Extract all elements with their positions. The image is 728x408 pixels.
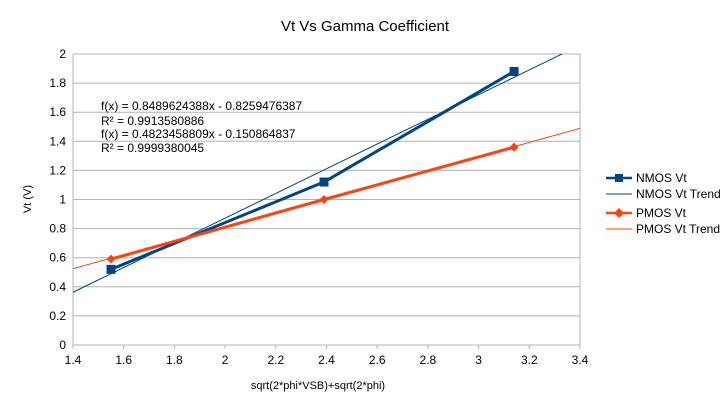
x-tick-label: 2 — [222, 353, 229, 367]
y-tick-label: 0.2 — [49, 309, 66, 323]
x-axis-label: sqrt(2*phi*VSB)+sqrt(2*phi) — [251, 380, 385, 392]
y-tick-label: 1.8 — [49, 76, 66, 90]
y-tick-label: 1.2 — [49, 163, 66, 177]
legend-item-pmos: PMOS Vt — [606, 206, 687, 220]
x-tick-label: 1.8 — [166, 353, 183, 367]
x-tick-label: 3 — [475, 353, 482, 367]
nmos-trend-r2: R² = 0.9913580886 — [101, 114, 204, 128]
y-tick-label: 0.8 — [49, 222, 66, 236]
legend-marker-nmos — [615, 174, 623, 182]
legend-label-pmos: PMOS Vt — [636, 206, 687, 220]
legend-label-nmos-trend: NMOS Vt Trend — [636, 187, 721, 201]
y-axis-label: Vt (V) — [22, 185, 34, 213]
data-series — [106, 66, 519, 274]
pmos-trend-r2: R² = 0.9999380045 — [101, 141, 204, 155]
x-tick-label: 2.4 — [318, 353, 335, 367]
pmos-series-line — [110, 145, 515, 261]
y-tick-label: 0.4 — [49, 280, 66, 294]
nmos-trend-equation: f(x) = 0.8489624388x - 0.8259476387 — [101, 99, 302, 113]
x-tick-label: 2.6 — [369, 353, 386, 367]
nmos-data-point — [106, 264, 116, 274]
nmos-data-point — [509, 66, 519, 76]
x-tick-label: 2.2 — [267, 353, 284, 367]
y-axis-ticks: 0 0.2 0.4 0.6 0.8 1 1.2 1.4 1.6 1.8 2 — [49, 47, 66, 352]
pmos-data-point — [509, 142, 519, 152]
legend-label-pmos-trend: PMOS Vt Trend — [636, 222, 720, 236]
chart-title: Vt Vs Gamma Coefficient — [281, 18, 450, 35]
x-axis-ticks: 1.4 1.6 1.8 2 2.2 2.4 2.6 2.8 3 3.2 3.4 — [65, 345, 589, 367]
x-tick-label: 1.4 — [65, 353, 82, 367]
legend: NMOS Vt NMOS Vt Trend PMOS Vt PMOS Vt Tr… — [606, 171, 721, 236]
x-tick-label: 3.2 — [521, 353, 538, 367]
x-tick-label: 1.6 — [115, 353, 132, 367]
legend-marker-pmos — [614, 208, 624, 218]
x-tick-label: 2.8 — [420, 353, 437, 367]
y-tick-label: 0 — [59, 338, 66, 352]
y-tick-label: 2 — [59, 47, 66, 61]
legend-item-nmos: NMOS Vt — [606, 171, 687, 185]
trend-annotations: f(x) = 0.8489624388x - 0.8259476387 R² =… — [101, 99, 302, 155]
pmos-data-point — [106, 254, 116, 264]
legend-label-nmos: NMOS Vt — [636, 171, 687, 185]
y-tick-label: 1.6 — [49, 105, 66, 119]
y-tick-label: 0.6 — [49, 251, 66, 265]
y-tick-label: 1.4 — [49, 134, 66, 148]
legend-item-nmos-trend: NMOS Vt Trend — [606, 187, 721, 201]
legend-item-pmos-trend: PMOS Vt Trend — [606, 222, 720, 236]
y-tick-label: 1 — [59, 193, 66, 207]
pmos-trend-equation: f(x) = 0.4823458809x - 0.150864837 — [101, 127, 296, 141]
x-tick-label: 3.4 — [572, 353, 589, 367]
nmos-data-point — [319, 177, 329, 187]
pmos-data-point — [319, 195, 329, 204]
